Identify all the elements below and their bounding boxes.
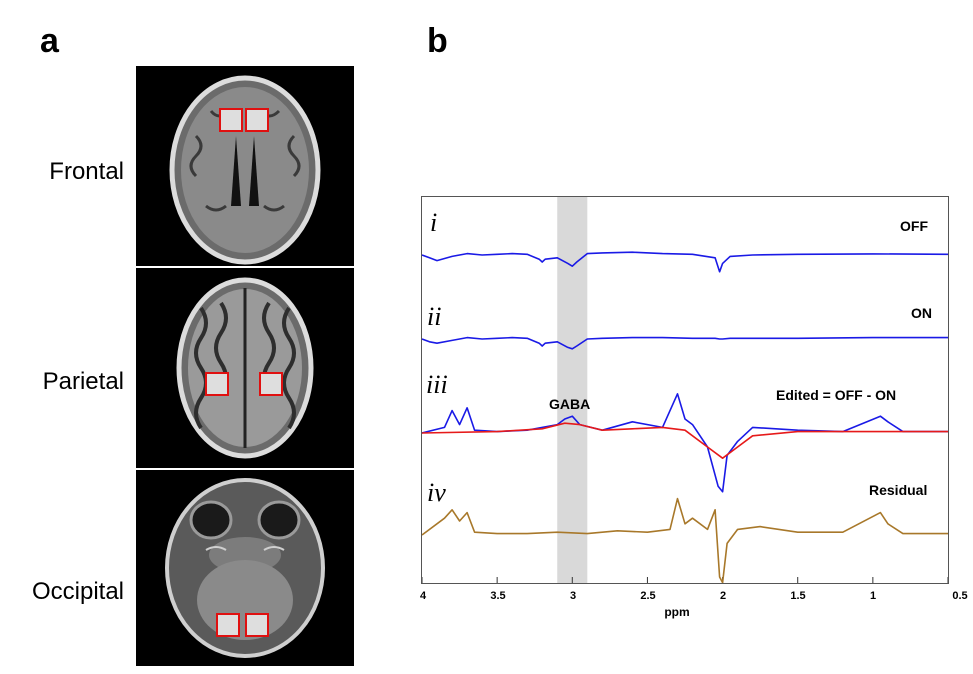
trace-label-off: OFF	[900, 218, 928, 234]
x-tick-label: 1.5	[790, 590, 806, 602]
trace-marker-i: i	[430, 208, 438, 237]
trace-marker-ii: ii	[427, 302, 442, 331]
mri-occipital-image	[136, 470, 354, 666]
roi-box	[216, 613, 240, 637]
x-tick-label: 2	[719, 590, 727, 602]
panel-a-letter: a	[40, 22, 59, 60]
x-axis-label: ppm	[664, 605, 690, 619]
roi-box	[205, 372, 229, 396]
trace-on	[422, 336, 948, 350]
trace-label-edited: Edited = OFF - ON	[776, 387, 897, 403]
trace-edited-off-on	[422, 393, 948, 493]
trace-label-on: ON	[911, 305, 932, 321]
x-tick-label: 3	[569, 590, 577, 602]
x-tick-label: 4	[419, 590, 427, 602]
mri-parietal-image	[136, 268, 354, 468]
roi-box	[245, 108, 269, 132]
x-tick-label: 0.5	[952, 590, 968, 602]
panel-b-letter: b	[427, 22, 448, 60]
roi-box	[245, 613, 269, 637]
x-tick-label: 3.5	[490, 590, 506, 602]
region-label-frontal: Frontal	[49, 158, 124, 185]
x-tick-label: 2.5	[640, 590, 656, 602]
trace-off	[422, 251, 948, 273]
trace-residual	[422, 497, 948, 583]
trace-marker-iv: iv	[427, 478, 446, 507]
x-tick-label: 1	[869, 590, 877, 602]
gaba-highlight-band	[557, 197, 588, 583]
roi-box	[219, 108, 243, 132]
roi-box	[259, 372, 283, 396]
region-label-occipital: Occipital	[31, 578, 124, 605]
mri-frontal-image	[136, 66, 354, 266]
region-label-parietal: Parietal	[42, 368, 124, 395]
trace-fit	[422, 422, 948, 459]
spectra-svg	[422, 197, 948, 583]
gaba-peak-label: GABA	[549, 396, 591, 412]
spectra-plot	[421, 196, 949, 584]
trace-label-residual: Residual	[869, 482, 928, 498]
trace-marker-iii: iii	[426, 370, 448, 399]
